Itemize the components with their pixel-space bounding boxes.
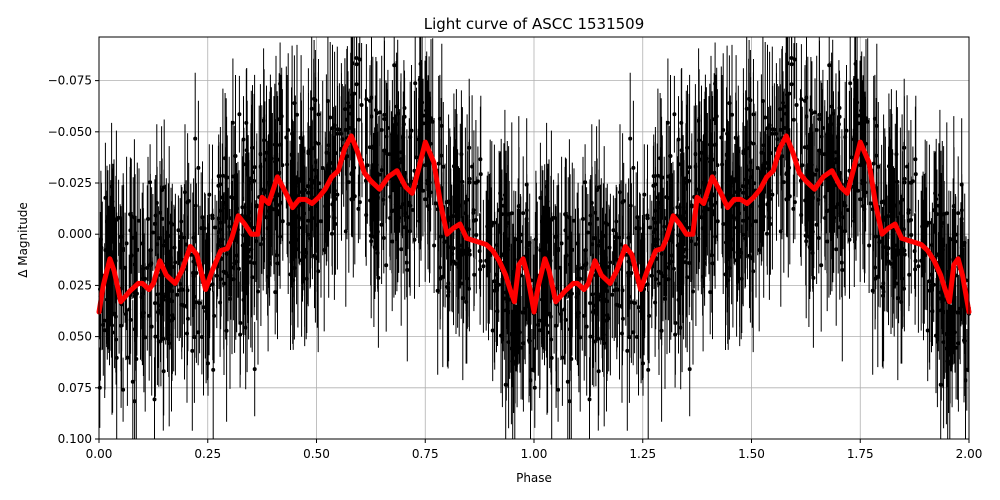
x-tick-label: 1.75 <box>847 447 874 461</box>
x-tick-label: 1.00 <box>521 447 548 461</box>
y-tick-label: 0.000 <box>58 227 92 241</box>
x-tick-label: 2.00 <box>956 447 983 461</box>
x-tick-label: 0.75 <box>412 447 439 461</box>
y-axis-label: Δ Magnitude <box>16 202 30 278</box>
y-axis-ticks: −0.075 −0.050 −0.025 0.000 0.025 0.050 0.075 0.… <box>48 74 99 446</box>
y-tick-label: −0.025 <box>48 176 92 190</box>
y-tick-label: 0.050 <box>58 330 92 344</box>
x-tick-label: 1.50 <box>738 447 765 461</box>
y-tick-label: −0.050 <box>48 125 92 139</box>
y-tick-label: −0.075 <box>48 74 92 88</box>
x-axis-label: Phase <box>516 471 552 485</box>
observation-points <box>97 56 971 404</box>
model-curve <box>96 133 972 315</box>
x-axis-ticks: 0.00 0.25 0.50 0.75 1.00 1.25 1.50 1.75 2.00 <box>86 439 983 461</box>
x-tick-label: 0.25 <box>194 447 221 461</box>
x-tick-label: 0.00 <box>86 447 113 461</box>
chart-title: Light curve of ASCC 1531509 <box>424 15 645 33</box>
y-tick-label: 0.075 <box>58 381 92 395</box>
y-tick-label: 0.100 <box>58 432 92 446</box>
x-tick-label: 0.50 <box>303 447 330 461</box>
y-tick-label: 0.025 <box>58 278 92 292</box>
x-tick-label: 1.25 <box>629 447 656 461</box>
